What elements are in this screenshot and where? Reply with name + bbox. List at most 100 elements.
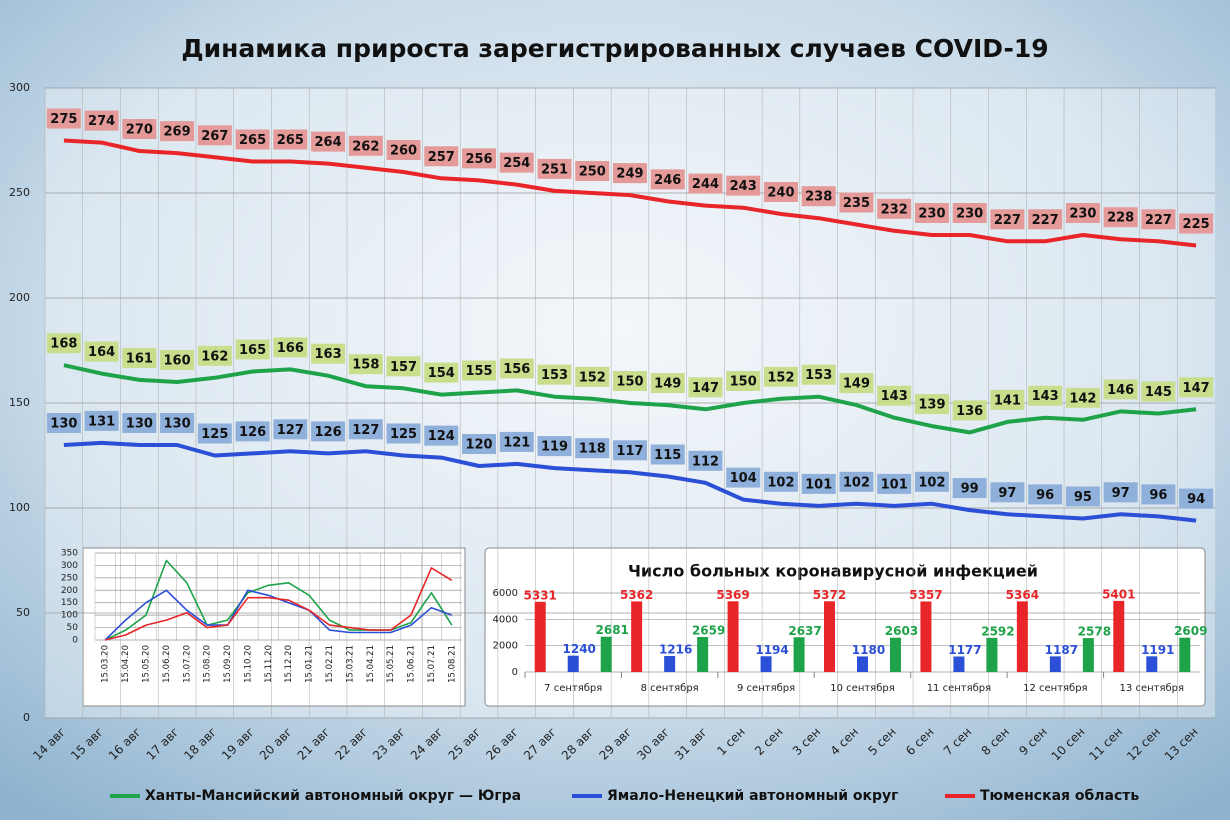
y-tick-label: 200 — [9, 291, 30, 304]
value-label: 127 — [277, 423, 304, 438]
value-label: 2603 — [885, 624, 918, 638]
y-tick-label: 4000 — [493, 614, 518, 625]
value-label-box — [688, 377, 723, 398]
y-tick-label: 100 — [61, 611, 78, 621]
value-label-box — [1065, 486, 1100, 507]
bar — [793, 637, 805, 672]
value-label-box — [1141, 209, 1176, 230]
value-label: 152 — [579, 370, 606, 385]
value-label: 155 — [465, 364, 492, 379]
value-label-box — [575, 161, 610, 181]
value-label-box — [575, 366, 610, 387]
bar — [986, 637, 998, 672]
value-label: 265 — [239, 133, 266, 148]
value-label-box — [122, 119, 157, 139]
bar — [920, 601, 932, 672]
value-label: 139 — [918, 398, 945, 413]
value-label: 1216 — [659, 642, 692, 656]
value-label-box — [952, 400, 987, 421]
value-label: 142 — [1069, 391, 1096, 406]
value-label: 127 — [352, 423, 379, 438]
value-label-box — [499, 358, 534, 379]
value-label: 1177 — [948, 643, 981, 657]
value-label-box — [160, 121, 195, 142]
value-label: 160 — [164, 354, 191, 369]
value-label-box — [235, 129, 270, 150]
value-label: 157 — [390, 360, 417, 375]
bar — [824, 601, 835, 672]
value-label: 141 — [994, 393, 1021, 408]
value-label: 2578 — [1078, 625, 1111, 639]
value-label: 161 — [126, 351, 153, 366]
value-label: 1240 — [563, 642, 596, 656]
series-line — [63, 363, 1197, 435]
bar — [1082, 638, 1094, 672]
value-label: 96 — [1036, 488, 1054, 503]
value-label-box — [197, 345, 232, 366]
value-label: 2637 — [788, 624, 821, 638]
chart-title: Динамика прироста зарегистрированных слу… — [181, 34, 1048, 63]
value-label-box — [160, 413, 195, 433]
value-label: 1187 — [1045, 643, 1078, 657]
value-label-box — [688, 173, 723, 194]
value-label: 249 — [616, 167, 643, 182]
value-label-box — [1028, 385, 1063, 406]
value-label: 118 — [579, 442, 606, 457]
y-tick-label: 6000 — [493, 588, 518, 599]
y-tick-label: 0 — [72, 636, 78, 646]
value-label-box — [386, 140, 421, 160]
y-tick-label: 300 — [9, 81, 30, 94]
value-label: 158 — [352, 358, 379, 373]
y-tick-label: 0 — [23, 711, 30, 724]
value-label-box — [688, 450, 723, 471]
value-label-box — [348, 354, 383, 375]
value-label-box — [197, 125, 232, 146]
value-label: 230 — [1069, 207, 1096, 222]
x-tick-label: 12 сентября — [1023, 683, 1087, 694]
bar — [953, 656, 965, 672]
x-tick-label: 15.02.21 — [325, 645, 335, 683]
y-tick-label: 200 — [61, 586, 78, 596]
value-label: 256 — [465, 152, 492, 167]
value-label: 101 — [805, 477, 832, 492]
value-label: 130 — [164, 417, 191, 432]
value-label: 143 — [1032, 389, 1059, 404]
value-label: 149 — [654, 377, 681, 392]
value-label: 228 — [1107, 211, 1134, 226]
value-label-box — [462, 360, 497, 381]
value-label-box — [348, 135, 383, 156]
x-tick-label: 8 сентября — [641, 683, 699, 694]
value-label-box — [1179, 213, 1214, 234]
value-label-box — [952, 478, 987, 499]
value-label: 265 — [277, 133, 304, 148]
value-label: 163 — [314, 347, 341, 362]
x-tick-label: 15.06.21 — [407, 645, 417, 683]
value-label-box — [990, 389, 1025, 410]
value-label: 275 — [50, 112, 77, 127]
value-label-box — [575, 438, 610, 459]
value-label: 104 — [730, 471, 757, 486]
value-label: 131 — [88, 414, 115, 429]
value-label-box — [197, 423, 232, 444]
value-label: 168 — [50, 337, 77, 352]
value-label-box — [46, 413, 81, 433]
value-label: 2659 — [692, 623, 725, 637]
x-tick-label: 15.07.21 — [427, 645, 437, 683]
value-label-box — [462, 434, 497, 454]
value-label: 121 — [503, 435, 530, 450]
legend-label: Тюменская область — [980, 788, 1139, 804]
value-label-box — [763, 471, 798, 492]
value-label: 119 — [541, 440, 568, 455]
value-label: 5364 — [1006, 588, 1039, 602]
bar — [534, 601, 546, 672]
value-label: 136 — [956, 404, 983, 419]
value-label-box — [914, 471, 949, 492]
value-label: 227 — [1145, 213, 1172, 228]
value-label: 97 — [1112, 486, 1130, 501]
x-tick-label: 9 сентября — [737, 683, 795, 694]
value-label-box — [273, 419, 308, 440]
value-label: 94 — [1187, 492, 1205, 507]
x-tick-label: 15.04.20 — [121, 645, 131, 683]
bar — [890, 637, 901, 672]
legend-label: Ханты-Мансийский автономный округ — Югра — [145, 788, 521, 804]
